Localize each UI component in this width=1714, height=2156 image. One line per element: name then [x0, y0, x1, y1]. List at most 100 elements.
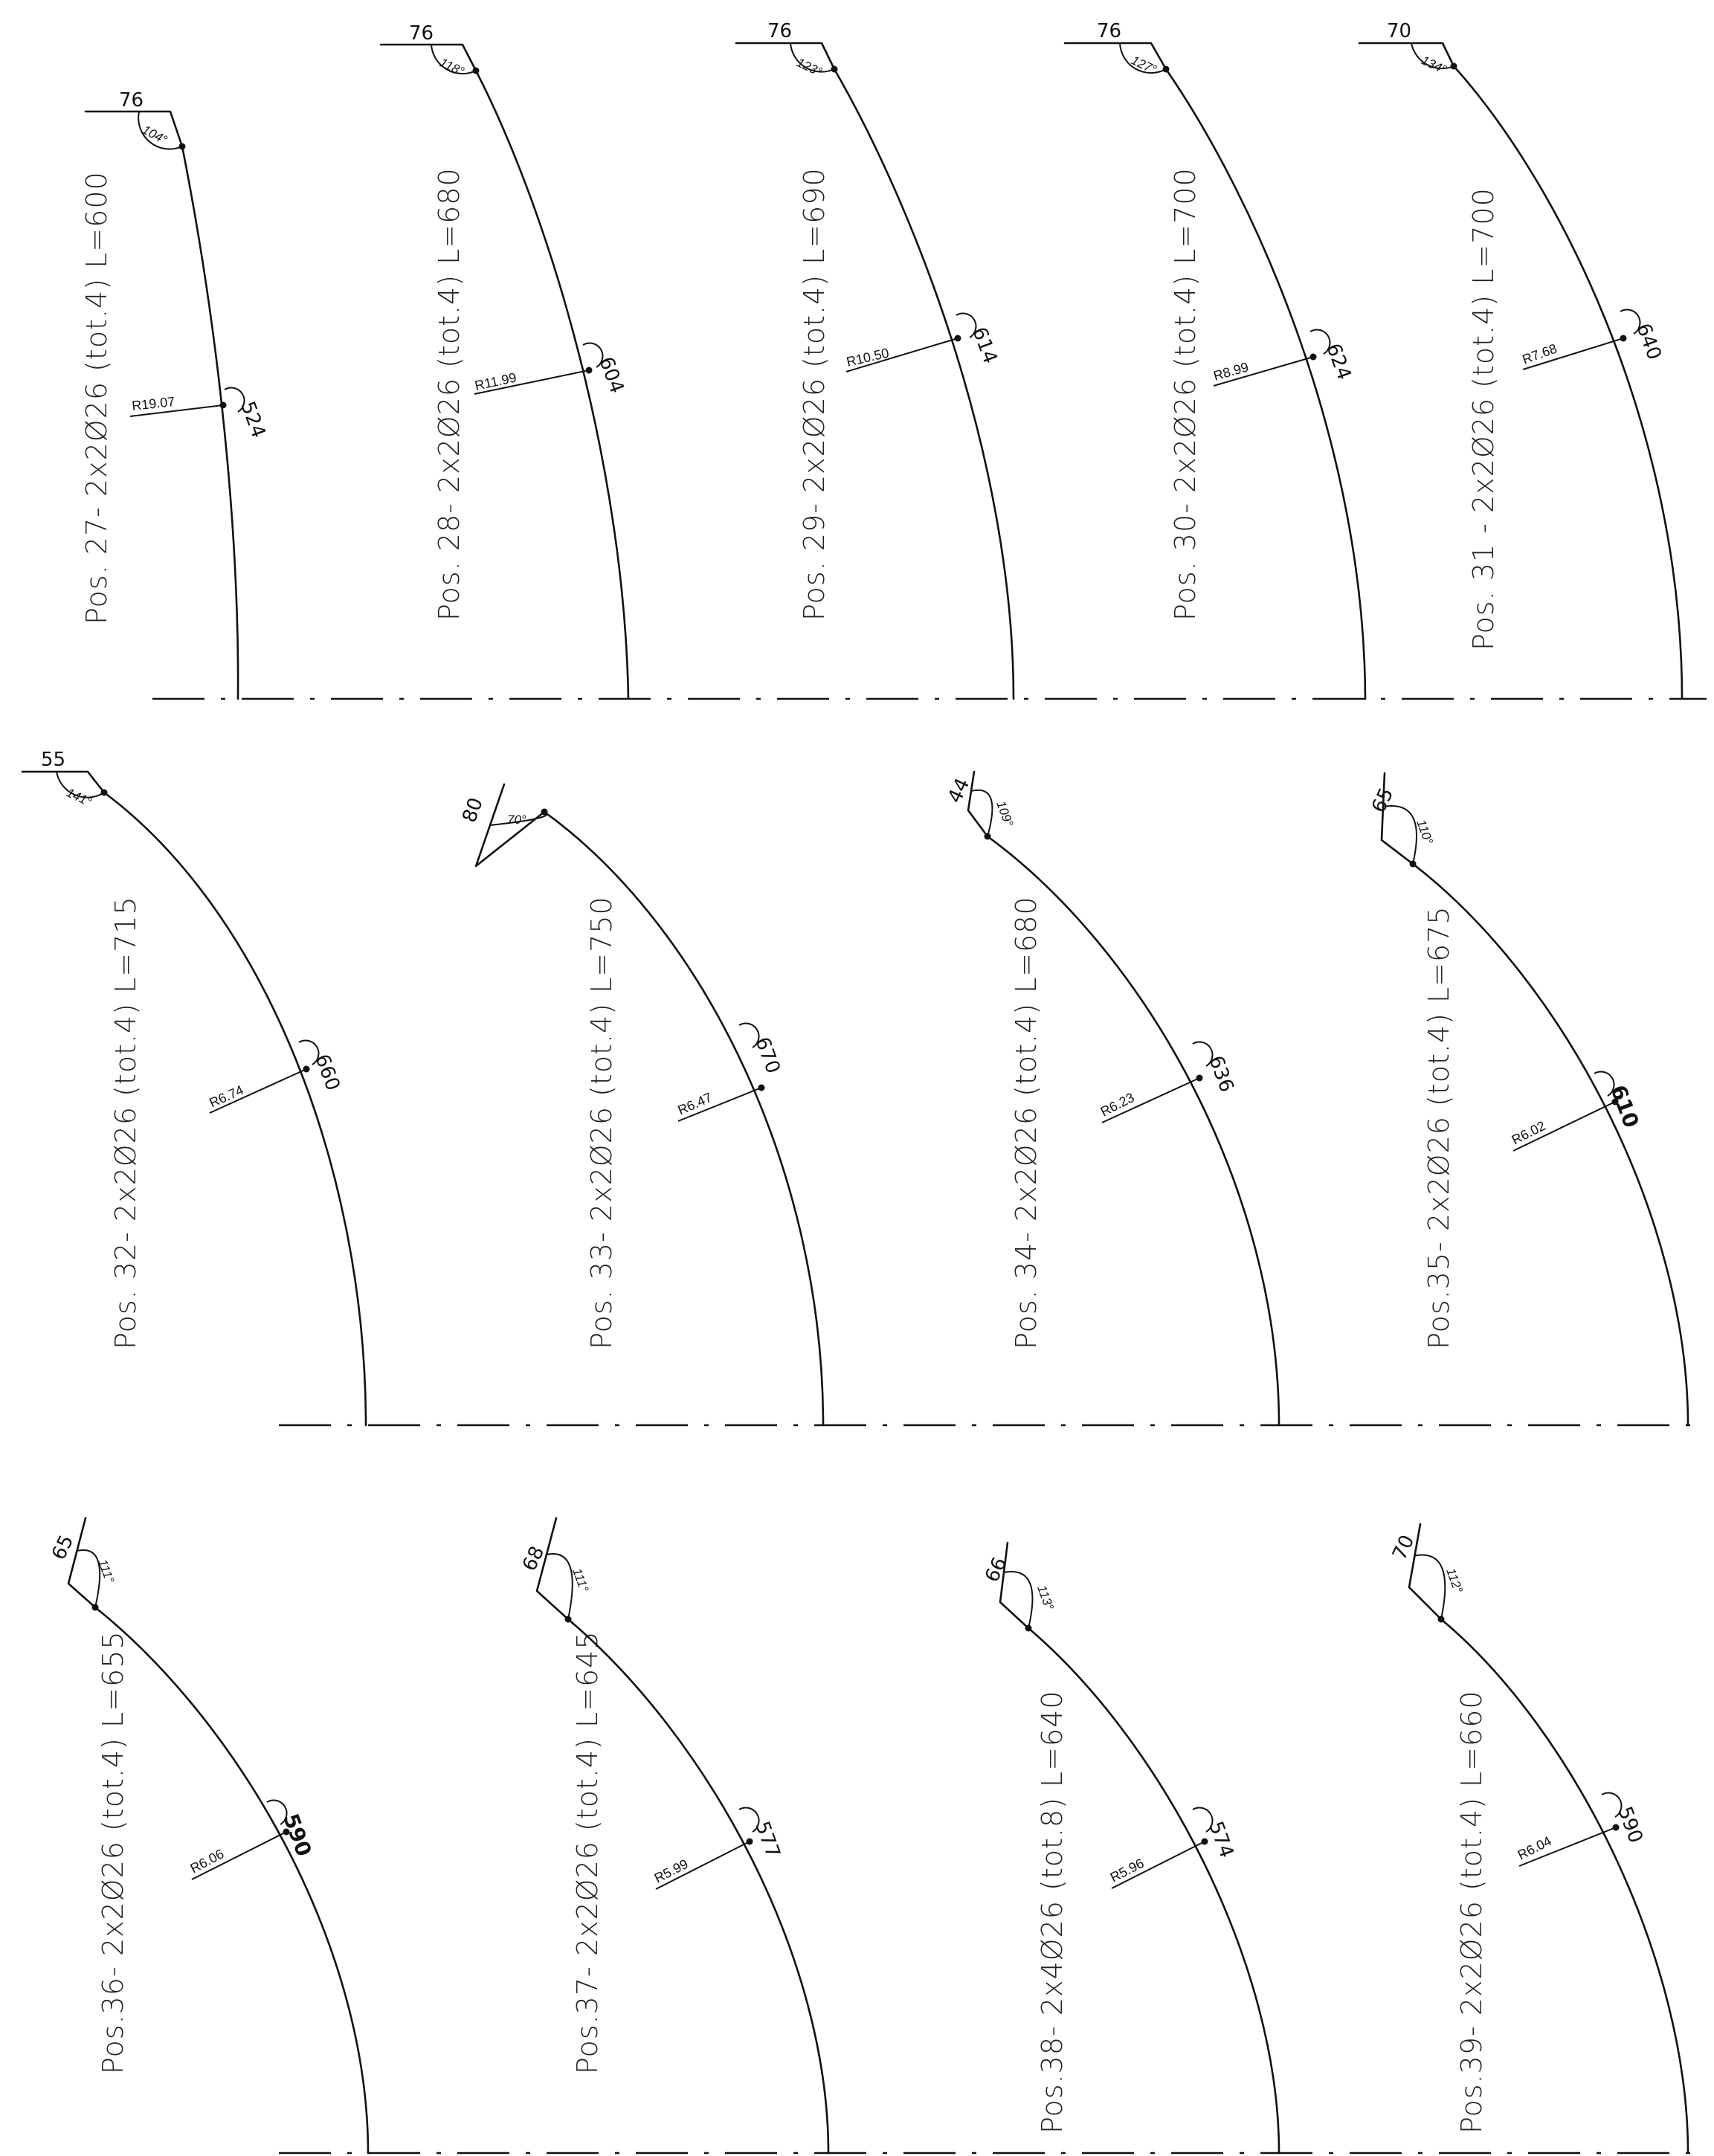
- arc-length-value: 640: [1631, 320, 1665, 363]
- arc-length-symbol: [956, 312, 977, 338]
- radius-text: R8.99: [1212, 359, 1251, 383]
- bar-shape: Pos. 32- 2x2Ø26 (tot.4) L=715 R6.74 660 55 1…: [21, 749, 367, 1427]
- bar-hook-line: [999, 1541, 1030, 1630]
- bar-shapes: Pos. 27- 2x2Ø26 (tot.4) L=600 R19.07 524 76…: [21, 20, 1689, 2155]
- radius-node: [283, 1828, 290, 1836]
- bend-angle-value: 118°: [437, 55, 466, 79]
- hook-length-value: 76: [1097, 20, 1121, 42]
- arc-length-symbol: [224, 387, 245, 413]
- bar-shape: Pos.35- 2x2Ø26 (tot.4) L=675 R6.026106511…: [1367, 772, 1689, 1427]
- bar-position-label: Pos. 31 - 2x2Ø26 (tot.4) L=700: [1467, 187, 1500, 651]
- radius-node: [1201, 1838, 1208, 1845]
- bar-angle-arc: [1003, 1570, 1034, 1629]
- bar-curve: [181, 145, 239, 700]
- bar-angle-arc: [431, 44, 477, 75]
- hook-length-value: 65: [48, 1532, 78, 1563]
- radius-text: R19.07: [131, 394, 175, 413]
- bar-shape: Pos. 34- 2x2Ø26 (tot.4) L=680 R6.23636441…: [944, 770, 1280, 1427]
- bar-shape: Pos.38- 2x4Ø26 (tot.8) L=640 R5.965746611…: [981, 1541, 1280, 2155]
- radius-leader-line: [1522, 338, 1624, 370]
- bar-curve: [567, 1618, 830, 2155]
- bar-position-label: Pos. 30- 2x2Ø26 (tot.4) L=700: [1169, 167, 1202, 621]
- bar-curve: [1164, 68, 1367, 700]
- bar-shape: Pos.36- 2x2Ø26 (tot.4) L=655 R6.065906511…: [48, 1517, 370, 2155]
- bar-position-label: Pos. 28- 2x2Ø26 (tot.4) L=680: [433, 167, 465, 621]
- bar-shape: Pos. 28- 2x2Ø26 (tot.4) L=680 R11.99 60476…: [379, 22, 630, 700]
- bar-position-label: Pos. 29- 2x2Ø26 (tot.4) L=690: [798, 167, 831, 621]
- bar-position-label: Pos.35- 2x2Ø26 (tot.4) L=675: [1423, 906, 1455, 1349]
- radius-leader-line: [1111, 1841, 1205, 1889]
- bar-angle-arc: [1414, 1554, 1446, 1620]
- bar-curve: [1411, 862, 1689, 1427]
- bar-curve: [1440, 1618, 1689, 2155]
- bend-angle-value: 127°: [1129, 53, 1159, 77]
- radius-leader-line: [1213, 356, 1314, 387]
- bend-angle-value: 112°: [1443, 1566, 1466, 1595]
- radius-node: [746, 1838, 753, 1845]
- radius-node: [1196, 1074, 1203, 1082]
- arc-length-value: 614: [967, 324, 1001, 367]
- radius-leader-line: [677, 1087, 762, 1122]
- radius-text: R6.04: [1515, 1833, 1554, 1863]
- arc-length-value: 577: [750, 1818, 784, 1861]
- hook-length-value: 76: [119, 89, 144, 112]
- bar-hook-line: [1380, 772, 1414, 865]
- bar-hook-line: [84, 110, 184, 148]
- bar-shape: Pos. 30- 2x2Ø26 (tot.4) L=700 R8.99 624 76 1…: [1063, 20, 1367, 700]
- bar-angle-arc: [1119, 42, 1167, 74]
- arc-length-symbol: [582, 342, 604, 368]
- bar-position-label: Pos. 34- 2x2Ø26 (tot.4) L=680: [1010, 896, 1043, 1349]
- hook-length-value: 65: [1367, 784, 1398, 816]
- radius-node: [954, 335, 961, 342]
- arc-length-symbol: [1309, 329, 1331, 355]
- arc-length-value: 636: [1204, 1053, 1237, 1095]
- bar-curve: [1452, 65, 1684, 700]
- arc-length-value: 624: [1321, 340, 1355, 383]
- bar-angle-arc: [970, 789, 993, 837]
- radius-node: [303, 1065, 310, 1073]
- bar-angle-arc: [138, 111, 183, 150]
- radius-leader-line: [1101, 1077, 1200, 1123]
- bar-hook-line: [1408, 1523, 1443, 1621]
- bar-hook-line: [67, 1517, 97, 1609]
- radius-node: [758, 1084, 765, 1091]
- radius-text: R6.74: [207, 1082, 245, 1111]
- bar-curve: [1027, 1627, 1280, 2155]
- bar-position-label: Pos.39- 2x2Ø26 (tot.4) L=660: [1455, 1690, 1488, 2134]
- bend-angle-value: 123°: [794, 55, 824, 79]
- bar-position-label: Pos. 32- 2x2Ø26 (tot.4) L=715: [109, 896, 142, 1349]
- radius-leader-line: [845, 338, 959, 372]
- arc-length-value: 670: [750, 1034, 784, 1077]
- bar-shape: Pos.37- 2x2Ø26 (tot.4) L=645 R5.995776811…: [518, 1517, 830, 2155]
- bar-angle-arc: [790, 42, 835, 73]
- radius-text: R7.68: [1521, 341, 1559, 367]
- arc-length-symbol: [1601, 1792, 1623, 1818]
- radius-leader-line: [655, 1841, 750, 1890]
- hook-length-value: 80: [458, 795, 488, 825]
- bar-angle-arc: [77, 1549, 101, 1608]
- bend-angle-value: 70°: [507, 813, 526, 827]
- arc-length-symbol: [266, 1799, 288, 1825]
- radius-node: [1309, 353, 1317, 361]
- radius-node: [1611, 1098, 1619, 1106]
- bar-position-label: Pos.37- 2x2Ø26 (tot.4) L=645: [571, 1630, 604, 2074]
- radius-node: [585, 367, 593, 374]
- bar-hook-line: [735, 42, 836, 71]
- bar-position-label: Pos.38- 2x4Ø26 (tot.8) L=640: [1036, 1690, 1069, 2134]
- bar-hook-line: [21, 770, 106, 794]
- radius-leader-line: [474, 369, 590, 395]
- bar-hook-line: [1358, 42, 1455, 68]
- radius-leader-line: [1518, 1827, 1617, 1867]
- arc-length-symbol: [738, 1807, 760, 1833]
- hook-length-value: 70: [1387, 20, 1411, 42]
- axis-lines: [152, 697, 1707, 2155]
- bend-angle-value: 111°: [95, 1558, 117, 1585]
- bend-angle-value: 141°: [64, 785, 94, 809]
- hook-length-value: 68: [518, 1543, 549, 1575]
- radius-leader-line: [191, 1831, 287, 1880]
- bend-angle-value: 109°: [993, 799, 1016, 829]
- bar-curve: [103, 791, 367, 1427]
- bar-angle-arc: [546, 1553, 573, 1620]
- arc-length-symbol: [1192, 1807, 1214, 1833]
